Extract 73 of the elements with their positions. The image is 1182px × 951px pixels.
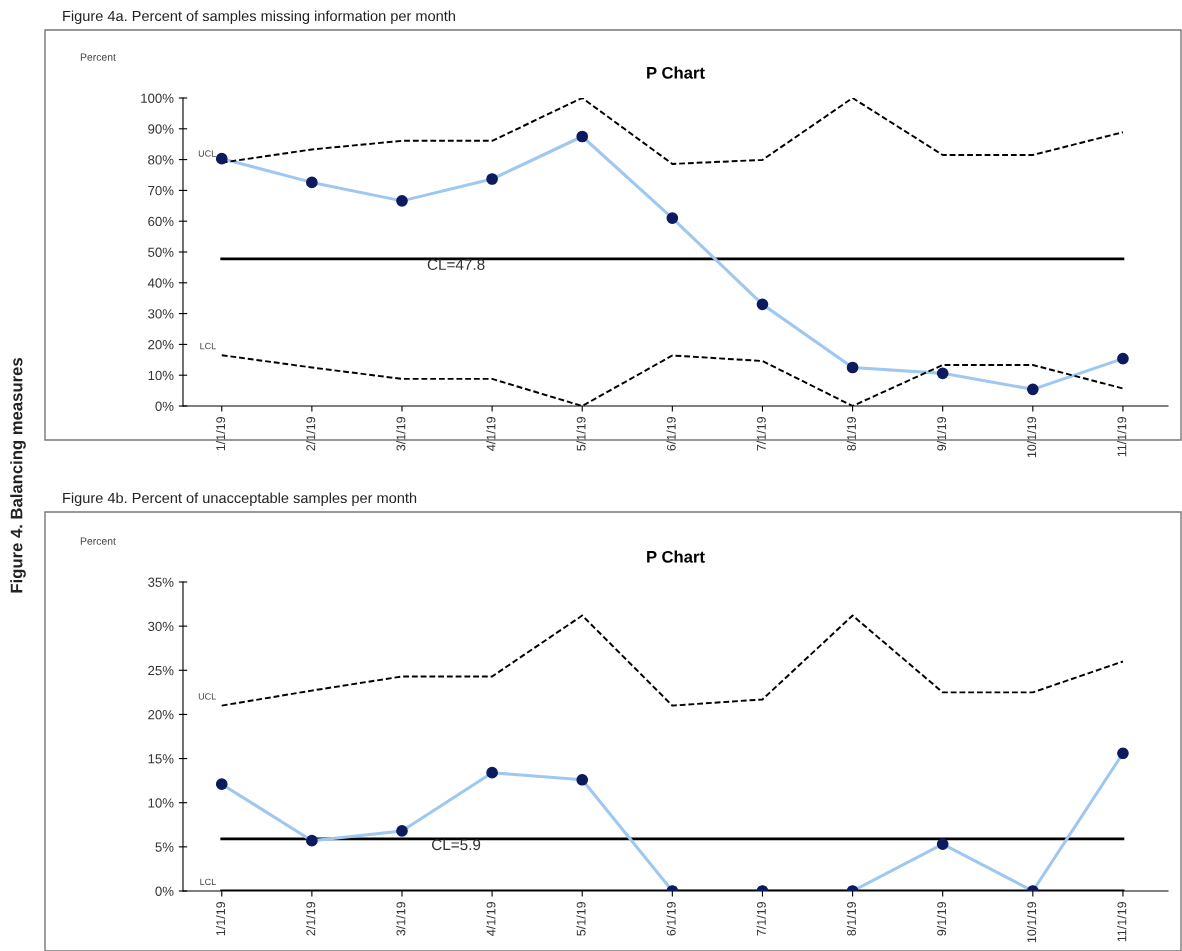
point (846, 361, 859, 374)
x-tick-label: 8/1/19 (846, 902, 856, 936)
series-label: UCL (198, 150, 216, 157)
series-label: UCL (198, 693, 216, 700)
x-tick-label: 1/1/19 (215, 902, 226, 936)
x-tick-label: 6/1/19 (666, 417, 676, 451)
y-tick-label: 10% (148, 798, 174, 808)
x-tick-label: 9/1/19 (936, 902, 947, 936)
point (306, 834, 318, 847)
x-tick-label: 3/1/19 (396, 417, 406, 451)
x-tick-label: 4/1/19 (486, 902, 496, 936)
x-tick-label: 4/1/19 (486, 417, 496, 451)
caption: Figure 4a. Percent of samples missing information per month (63, 10, 455, 24)
point (936, 367, 949, 380)
point (576, 773, 589, 786)
y-tick-label: 40% (147, 278, 174, 288)
point (396, 825, 408, 837)
point (396, 195, 408, 207)
y-axis-title: Percent (80, 537, 116, 545)
series-label: LCL (200, 342, 216, 350)
x-tick-label: 7/1/19 (756, 417, 766, 451)
y-tick-label: 0% (155, 401, 174, 411)
point (486, 766, 498, 779)
point (306, 176, 318, 189)
point (1117, 352, 1129, 365)
point (486, 173, 498, 185)
point (936, 838, 949, 851)
x-tick-label: 8/1/19 (846, 417, 856, 451)
y-tick-label: 25% (148, 665, 174, 676)
y-tick-label: 80% (148, 155, 174, 165)
ref-line-label: CL=47.8 (427, 259, 485, 270)
x-tick-label: 10/1/19 (1027, 417, 1037, 458)
chart-title: P Chart (647, 66, 705, 79)
x-tick-label: 5/1/19 (576, 417, 586, 451)
caption: Figure 4. Balancing measures (10, 358, 26, 593)
point (666, 212, 679, 224)
x-tick-label: 5/1/19 (576, 902, 586, 936)
y-tick-label: 0% (155, 886, 174, 896)
y-axis-title: Percent (80, 53, 116, 61)
x-tick-label: 7/1/19 (756, 902, 766, 936)
point (1026, 383, 1039, 396)
point (1117, 747, 1129, 760)
y-tick-label: 35% (148, 577, 174, 587)
series-label: LCL (200, 878, 216, 886)
x-tick-label: 2/1/19 (306, 902, 316, 936)
y-tick-label: 50% (148, 247, 174, 257)
caption: Figure 4b. Percent of unacceptable samples per month (63, 492, 417, 506)
y-tick-label: 60% (148, 216, 174, 227)
y-tick-label: 100% (141, 93, 174, 103)
x-tick-label: 11/1/19 (1117, 902, 1127, 942)
x-tick-label: 6/1/19 (666, 902, 676, 936)
line-series (220, 614, 1124, 707)
y-tick-label: 70% (148, 185, 174, 196)
y-tick-label: 10% (148, 370, 174, 381)
x-tick-label: 3/1/19 (396, 902, 406, 936)
point (756, 298, 769, 311)
ref-line-label: CL=5.9 (431, 839, 481, 851)
x-tick-label: 11/1/19 (1117, 417, 1127, 457)
y-tick-label: 30% (148, 621, 174, 632)
y-tick-label: 20% (148, 339, 174, 350)
y-tick-label: 20% (148, 710, 174, 720)
point (215, 778, 228, 791)
y-tick-label: 30% (148, 309, 174, 319)
x-tick-label: 2/1/19 (306, 417, 316, 451)
y-tick-label: 15% (148, 754, 174, 764)
x-tick-label: 9/1/19 (936, 417, 947, 451)
x-tick-label: 1/1/19 (215, 417, 226, 451)
point (576, 130, 589, 143)
x-tick-label: 10/1/19 (1027, 902, 1037, 943)
y-tick-label: 5% (155, 842, 174, 852)
chart-title: P Chart (647, 550, 705, 563)
y-tick-label: 90% (148, 124, 174, 134)
point (215, 152, 228, 165)
